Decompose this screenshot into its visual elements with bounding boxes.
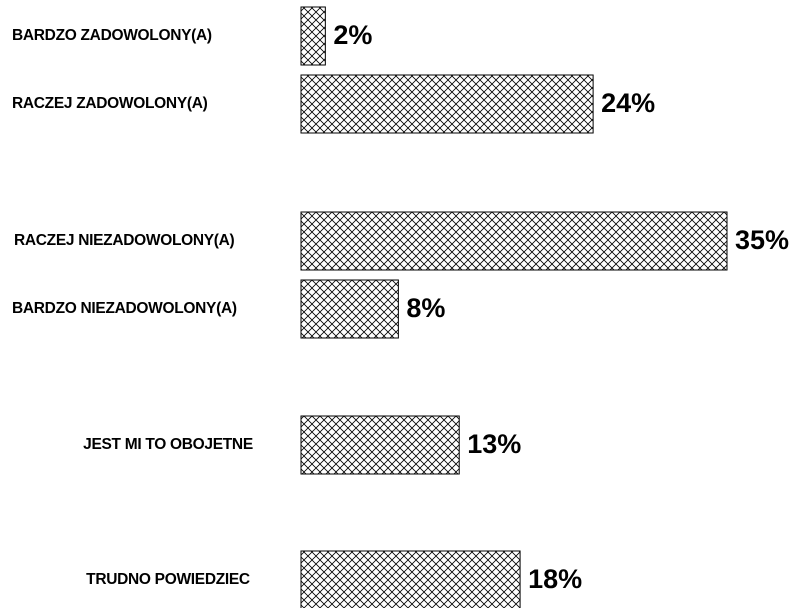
bar [300,415,460,475]
category-label: BARDZO NIEZADOWOLONY(A) [12,300,237,317]
bar [300,211,728,271]
value-label: 8% [406,293,445,323]
value-label: 35% [735,225,789,255]
value-label: 2% [333,20,372,50]
category-label: JEST MI TO OBOJETNE [83,436,253,453]
bar [300,550,521,608]
category-label: BARDZO ZADOWOLONY(A) [12,27,212,44]
category-label: RACZEJ ZADOWOLONY(A) [12,95,208,112]
bar [300,279,399,339]
value-label: 18% [528,564,582,594]
value-label: 13% [467,429,521,459]
bar [300,6,326,66]
category-label: TRUDNO POWIEDZIEC [86,571,250,588]
category-label: RACZEJ NIEZADOWOLONY(A) [14,232,235,249]
bar [300,74,594,134]
value-label: 24% [601,88,655,118]
